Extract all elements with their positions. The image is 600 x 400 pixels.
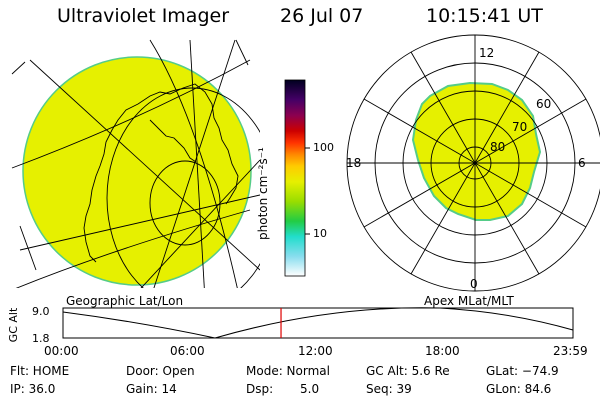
instrument-title: Ultraviolet Imager xyxy=(57,5,230,27)
time-tick-0000: 00:00 xyxy=(44,344,79,358)
info-flight: Flt: HOME xyxy=(10,364,70,378)
info-dsp-value: 5.0 xyxy=(300,382,320,396)
time-tick-1200: 12:00 xyxy=(298,344,333,358)
mlt-label-12: 12 xyxy=(479,46,495,60)
time-tick-1800: 18:00 xyxy=(425,344,460,358)
colorbar-unit-label: photon cm⁻²s⁻¹ xyxy=(256,147,270,240)
info-glon: GLon: 84.6 xyxy=(486,382,552,396)
altitude-strip-plot xyxy=(62,307,574,339)
info-seq: Seq: 39 xyxy=(366,382,412,396)
mlt-label-18: 18 xyxy=(346,156,362,170)
info-gc-altitude: GC Alt: 5.6 Re xyxy=(366,364,450,378)
info-mode: Mode: Normal xyxy=(246,364,330,378)
altitude-tick-low: 1.8 xyxy=(32,332,50,345)
auroral-oval-polar xyxy=(411,81,542,221)
polar-mlat-mlt-plot xyxy=(346,34,600,292)
mlat-label-60: 60 xyxy=(536,97,552,111)
mlat-label-80: 80 xyxy=(490,140,506,154)
coastline-inlet xyxy=(149,119,197,163)
mlt-label-0: 0 xyxy=(470,277,478,291)
altitude-tick-high: 9.0 xyxy=(32,305,50,318)
time-tick-2359: 23:59 xyxy=(553,344,588,358)
mlt-label-6: 6 xyxy=(578,156,586,170)
colorbar-tick-10: 10 xyxy=(313,227,327,240)
observation-time: 10:15:41 UT xyxy=(426,5,543,27)
altitude-curve xyxy=(62,307,574,339)
observation-date: 26 Jul 07 xyxy=(280,5,364,27)
coastline-outline xyxy=(83,83,239,263)
geographic-image-panel xyxy=(11,39,260,288)
info-door: Door: Open xyxy=(126,364,195,378)
polar-grid xyxy=(346,34,600,292)
geographic-grid xyxy=(11,39,260,288)
info-gain: Gain: 14 xyxy=(126,382,177,396)
info-ip: IP: 36.0 xyxy=(10,382,56,396)
colorbar-tick-100: 100 xyxy=(313,141,334,154)
altitude-axis-label: GC Alt xyxy=(7,307,20,343)
colorbar-gradient xyxy=(284,79,306,277)
geographic-caption: Geographic Lat/Lon xyxy=(66,294,184,308)
info-glat: GLat: −74.9 xyxy=(486,364,559,378)
colorbar xyxy=(284,79,310,277)
auroral-disk-geographic xyxy=(22,56,252,286)
info-dsp-label: Dsp: xyxy=(246,382,274,396)
mlat-label-70: 70 xyxy=(512,120,528,134)
time-tick-0600: 06:00 xyxy=(170,344,205,358)
apex-caption: Apex MLat/MLT xyxy=(424,294,514,308)
